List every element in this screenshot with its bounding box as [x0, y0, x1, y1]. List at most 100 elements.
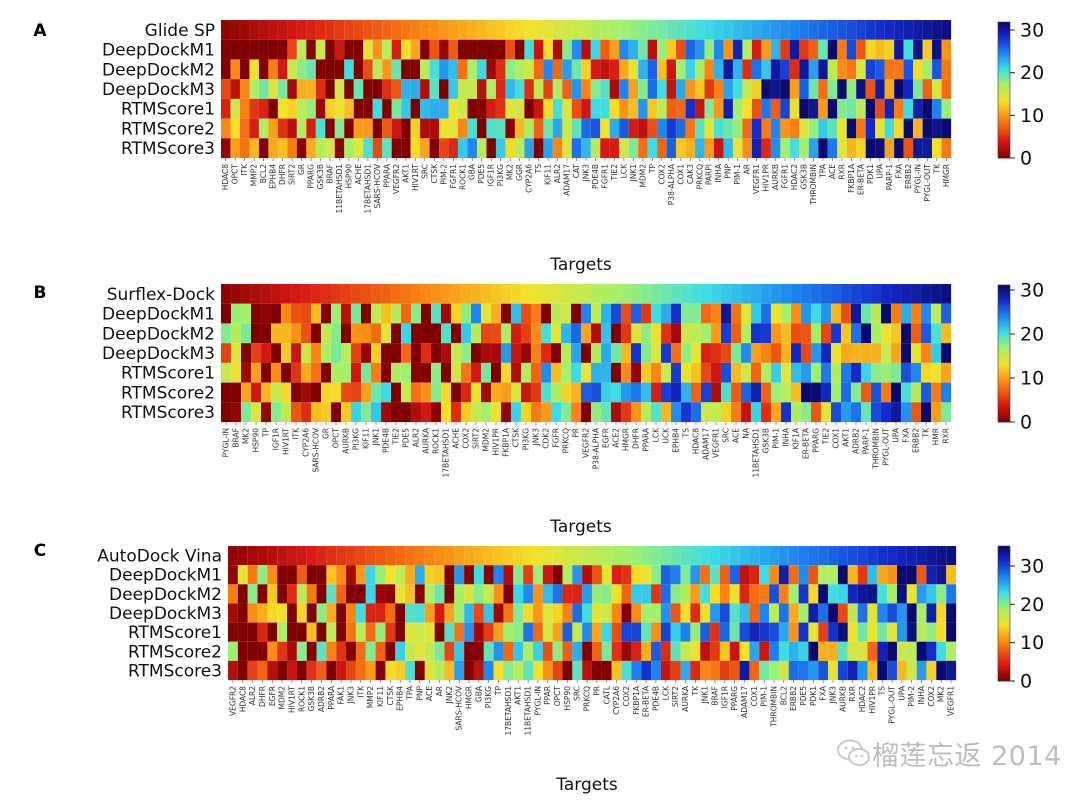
heatmap-cell	[590, 402, 602, 423]
heatmap-cell	[440, 362, 452, 383]
heatmap-cell	[430, 323, 442, 344]
target-tick-label: JNK3	[347, 686, 356, 705]
heatmap-cell	[768, 641, 780, 662]
heatmap-cell	[340, 362, 352, 383]
heatmap-cell	[571, 118, 582, 139]
heatmap-cell	[641, 603, 652, 623]
heatmap-cell	[788, 584, 799, 604]
heatmap-cell	[600, 138, 610, 159]
heatmap-cell	[247, 641, 258, 662]
colorbar-segment	[998, 105, 1010, 109]
target-tick-label: FGFR	[552, 428, 561, 448]
heatmap-cell	[404, 564, 416, 585]
target-tick-label: ALR2	[553, 164, 562, 184]
heatmap-cell	[296, 622, 307, 643]
heatmap-cell	[857, 641, 868, 662]
heatmap-cell	[390, 402, 402, 423]
colorbar-segment	[998, 99, 1010, 102]
heatmap-cell	[220, 323, 232, 344]
colorbar-segment	[998, 90, 1010, 93]
heatmap-cell	[890, 382, 902, 403]
heatmap-cell	[353, 118, 364, 139]
heatmap-cell	[931, 39, 942, 60]
heatmap-cell	[759, 584, 770, 604]
heatmap-cell	[680, 342, 692, 364]
heatmap-cell	[296, 584, 307, 604]
heatmap-cell	[847, 564, 858, 585]
heatmap-cell	[940, 382, 952, 403]
target-tick-label: IGF1R	[272, 428, 281, 450]
heatmap-cell	[414, 564, 426, 585]
target-tick-label: SRC	[420, 164, 429, 179]
heatmap-cell	[739, 564, 750, 585]
colorbar-segment	[998, 26, 1010, 30]
heatmap-cell	[290, 323, 302, 344]
heatmap-cell	[900, 362, 912, 383]
target-tick-label: PARP-1	[885, 164, 894, 190]
heatmap-cell	[562, 641, 573, 662]
heatmap-cell	[719, 641, 731, 662]
heatmap-cell	[857, 545, 868, 566]
heatmap-cell	[404, 622, 416, 643]
heatmap-cell	[790, 402, 802, 423]
colorbar-segment	[998, 620, 1010, 623]
colorbar-segment	[998, 67, 1010, 70]
heatmap-cell	[562, 564, 573, 585]
colorbar-segment	[998, 78, 1010, 82]
target-tick-label: CTSK	[386, 685, 395, 706]
target-tick-label: PARPI	[705, 164, 714, 185]
target-tick-label: TIE2	[392, 428, 401, 446]
heatmap-cell	[286, 564, 298, 585]
heatmap-cell	[810, 342, 822, 364]
heatmap-cell	[670, 323, 682, 344]
heatmap-cell	[220, 342, 232, 364]
heatmap-cell	[886, 641, 898, 662]
heatmap-cell	[430, 283, 442, 305]
heatmap-cell	[670, 545, 681, 566]
target-tick-label: PPARG	[730, 686, 739, 711]
colorbar-segment	[998, 633, 1010, 637]
heatmap-cell	[372, 138, 383, 159]
heatmap-cell	[220, 283, 232, 305]
colorbar-segment	[998, 419, 1010, 423]
heatmap-cell	[483, 660, 494, 681]
heatmap-cell	[920, 362, 932, 383]
heatmap-cell	[334, 138, 345, 159]
heatmap-cell	[742, 98, 753, 119]
target-tick-label: ERBB2	[904, 164, 913, 189]
heatmap-cell	[454, 545, 465, 566]
heatmap-cell	[227, 564, 239, 585]
heatmap-cell	[454, 641, 465, 662]
target-tick-label: COX1	[832, 428, 841, 449]
heatmap-cell	[631, 641, 642, 662]
heatmap-cell	[867, 545, 878, 566]
heatmap-cell	[827, 584, 839, 604]
target-tick-label: HDAC2	[790, 164, 799, 191]
heatmap-cell	[280, 323, 292, 344]
heatmap-cell	[380, 283, 392, 305]
target-tick-label: FXA	[819, 685, 828, 700]
heatmap-cell	[533, 98, 544, 119]
heatmap-cell	[330, 382, 342, 403]
heatmap-cell	[430, 342, 442, 364]
heatmap-cell	[770, 323, 782, 344]
heatmap-cell	[620, 362, 632, 383]
heatmap-cell	[912, 59, 923, 80]
heatmap-cell	[770, 342, 782, 364]
heatmap-cell	[400, 362, 412, 383]
heatmap-cell	[355, 545, 367, 566]
heatmap-cell	[830, 402, 842, 423]
heatmap-cell	[345, 660, 357, 681]
heatmap-cell	[267, 545, 278, 566]
heatmap-cell	[434, 545, 445, 566]
heatmap-cell	[719, 660, 731, 681]
heatmap-cell	[940, 402, 952, 423]
colorbar-segment	[998, 101, 1010, 104]
row-label: RTMScore3	[121, 139, 215, 159]
heatmap-cell	[410, 402, 422, 423]
heatmap-cell	[680, 545, 691, 566]
target-tick-label: JNK3	[582, 164, 591, 183]
heatmap-cell	[336, 545, 347, 566]
heatmap-cell	[723, 59, 734, 80]
heatmap-cell	[370, 303, 382, 324]
